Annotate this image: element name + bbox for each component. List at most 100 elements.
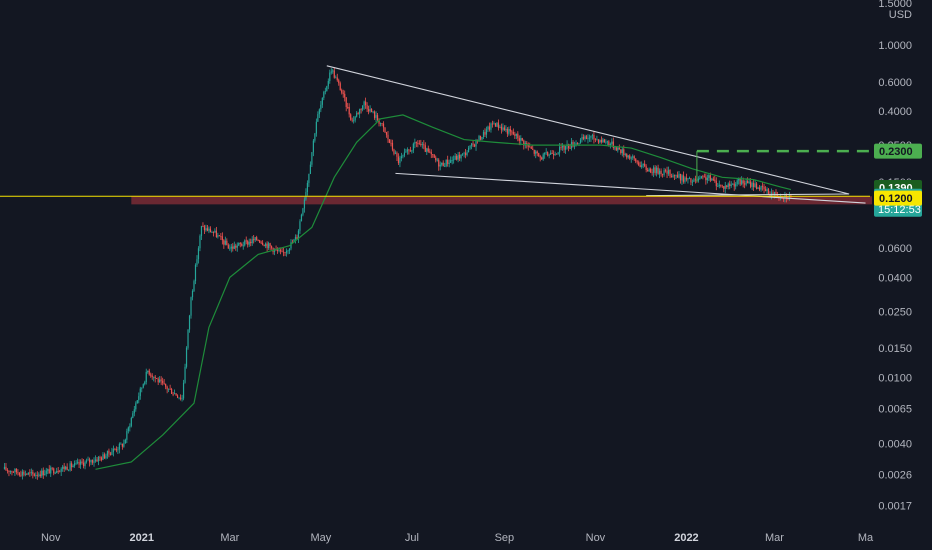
bar-countdown: 15:12:53 bbox=[878, 204, 921, 216]
candle-body-2021-05-16 bbox=[342, 92, 344, 94]
candle-body-2021-11-01 bbox=[594, 139, 597, 141]
candle-body-2021-05-06 bbox=[327, 80, 329, 87]
candle-body-2021-09-03 bbox=[506, 128, 508, 134]
candle-body-2020-11-08 bbox=[60, 468, 62, 472]
candle-body-2021-12-02 bbox=[641, 165, 643, 168]
candle-body-2020-11-04 bbox=[54, 472, 56, 474]
candle-body-2021-06-22 bbox=[397, 156, 400, 164]
candle-body-2021-04-11 bbox=[290, 242, 292, 249]
falling-wedge-upper[interactable] bbox=[326, 65, 850, 195]
candle-body-2021-01-25 bbox=[176, 395, 179, 398]
candle-body-2021-08-26 bbox=[494, 123, 497, 127]
candle-body-2021-06-25 bbox=[402, 155, 404, 157]
candle-body-2022-01-04 bbox=[690, 178, 692, 183]
candle-body-2022-02-08 bbox=[742, 180, 744, 184]
candle-body-2021-11-05 bbox=[600, 140, 602, 143]
candle-body-2020-12-30 bbox=[138, 396, 140, 401]
candle-body-2021-10-31 bbox=[593, 134, 595, 140]
candle-body-2021-11-30 bbox=[638, 162, 640, 166]
candle-body-2022-02-16 bbox=[754, 183, 756, 187]
candle-body-2021-04-14 bbox=[294, 237, 297, 240]
candle-body-2021-11-19 bbox=[621, 149, 623, 154]
candle-body-2021-03-28 bbox=[269, 243, 271, 247]
candle-body-2021-10-29 bbox=[590, 135, 592, 138]
candle-body-2021-02-03 bbox=[190, 297, 192, 316]
candle-body-2020-11-30 bbox=[93, 461, 95, 463]
candle-body-2021-01-23 bbox=[173, 393, 176, 395]
candle-body-2021-06-18 bbox=[391, 142, 394, 150]
candle-body-2021-08-11 bbox=[472, 143, 474, 145]
candle-body-2020-11-19 bbox=[76, 462, 79, 463]
candle-body-2021-05-09 bbox=[332, 70, 334, 72]
candle-body-2021-12-31 bbox=[684, 177, 686, 182]
candle-body-2021-12-09 bbox=[651, 172, 653, 174]
candle-body-2021-07-22 bbox=[442, 162, 444, 167]
candle-body-2020-10-09 bbox=[15, 468, 18, 473]
candle-body-2021-09-10 bbox=[517, 133, 519, 139]
candle-body-2021-04-07 bbox=[284, 252, 286, 253]
candle-body-2021-08-03 bbox=[460, 154, 462, 159]
candle-body-2020-10-23 bbox=[36, 475, 38, 476]
candle-body-2021-08-05 bbox=[463, 152, 465, 154]
candle-body-2021-06-03 bbox=[369, 108, 371, 112]
candle-body-2021-07-17 bbox=[435, 157, 437, 161]
candle-body-2021-08-20 bbox=[485, 129, 488, 135]
candle-body-2021-10-20 bbox=[576, 143, 579, 144]
time-axis[interactable]: Nov 2021 Mar May Jul Sep Nov 2022 Mar Ma bbox=[0, 522, 932, 550]
candle-body-2021-05-07 bbox=[329, 72, 331, 81]
candle-body-2021-04-10 bbox=[288, 248, 291, 251]
candle-body-2021-09-18 bbox=[529, 146, 531, 148]
candle-body-2021-12-26 bbox=[676, 175, 679, 178]
candle-body-2021-08-27 bbox=[496, 122, 498, 127]
candle-body-2021-06-05 bbox=[372, 111, 374, 113]
candle-body-2021-10-24 bbox=[582, 137, 585, 139]
candle-body-2021-03-11 bbox=[244, 240, 246, 246]
candle-body-2020-11-11 bbox=[65, 466, 67, 470]
candle-body-2021-02-05 bbox=[193, 281, 195, 291]
candle-body-2021-07-26 bbox=[448, 162, 450, 164]
candle-body-2021-01-22 bbox=[172, 393, 174, 395]
candle-body-2021-06-13 bbox=[384, 127, 386, 133]
candle-body-2020-12-27 bbox=[133, 409, 135, 414]
candle-body-2022-01-30 bbox=[729, 183, 731, 186]
candle-body-2021-02-17 bbox=[211, 232, 213, 233]
candle-body-2021-11-04 bbox=[599, 140, 601, 143]
candle-body-2020-10-28 bbox=[44, 473, 46, 476]
price-tick-0.6000: 0.6000 bbox=[878, 77, 912, 89]
candle-body-2020-11-17 bbox=[74, 463, 76, 466]
candle-body-2021-08-22 bbox=[488, 126, 491, 130]
candle-body-2021-05-25 bbox=[356, 113, 358, 117]
candle-body-2020-10-13 bbox=[21, 471, 23, 476]
candle-body-2021-08-08 bbox=[467, 147, 470, 153]
candle-body-2022-01-27 bbox=[724, 185, 726, 189]
time-tick-mar-2021-03-01: Mar bbox=[220, 532, 239, 544]
price-axis[interactable]: USD 1.50001.00000.60000.40000.25000.1500… bbox=[872, 0, 932, 522]
candle-body-2020-11-29 bbox=[91, 459, 94, 463]
support-line[interactable] bbox=[646, 193, 850, 197]
candle-body-2021-03-23 bbox=[262, 242, 264, 245]
candle-body-2021-11-07 bbox=[603, 139, 605, 143]
candle-body-2021-01-11 bbox=[156, 378, 158, 380]
price-tick-0.0250: 0.0250 bbox=[878, 306, 912, 318]
candle-body-2020-12-01 bbox=[94, 459, 97, 462]
candle-body-2021-02-10 bbox=[200, 225, 203, 236]
candle-body-2020-12-07 bbox=[103, 454, 106, 459]
candle-body-2021-06-26 bbox=[403, 152, 406, 156]
candle-body-2021-08-31 bbox=[502, 127, 504, 130]
candle-body-2021-09-24 bbox=[538, 153, 540, 157]
price-tick-0.0100: 0.0100 bbox=[878, 372, 912, 384]
candle-body-2021-10-02 bbox=[550, 152, 552, 155]
candle-body-2022-02-15 bbox=[753, 182, 755, 187]
candle-body-2022-01-21 bbox=[715, 180, 717, 187]
candle-body-2022-01-09 bbox=[697, 178, 699, 181]
candle-body-2022-01-18 bbox=[711, 178, 713, 181]
falling-wedge-lower[interactable] bbox=[395, 172, 866, 204]
time-tick-nov-2020-11-01: Nov bbox=[41, 532, 61, 544]
candle-body-2021-03-03 bbox=[232, 246, 234, 249]
price-tick-0.0600: 0.0600 bbox=[878, 243, 912, 255]
candle-body-2021-08-10 bbox=[470, 143, 473, 146]
candle-body-2021-07-06 bbox=[418, 143, 420, 145]
candle-body-2020-10-19 bbox=[30, 471, 32, 473]
candle-body-2021-04-03 bbox=[278, 250, 280, 252]
